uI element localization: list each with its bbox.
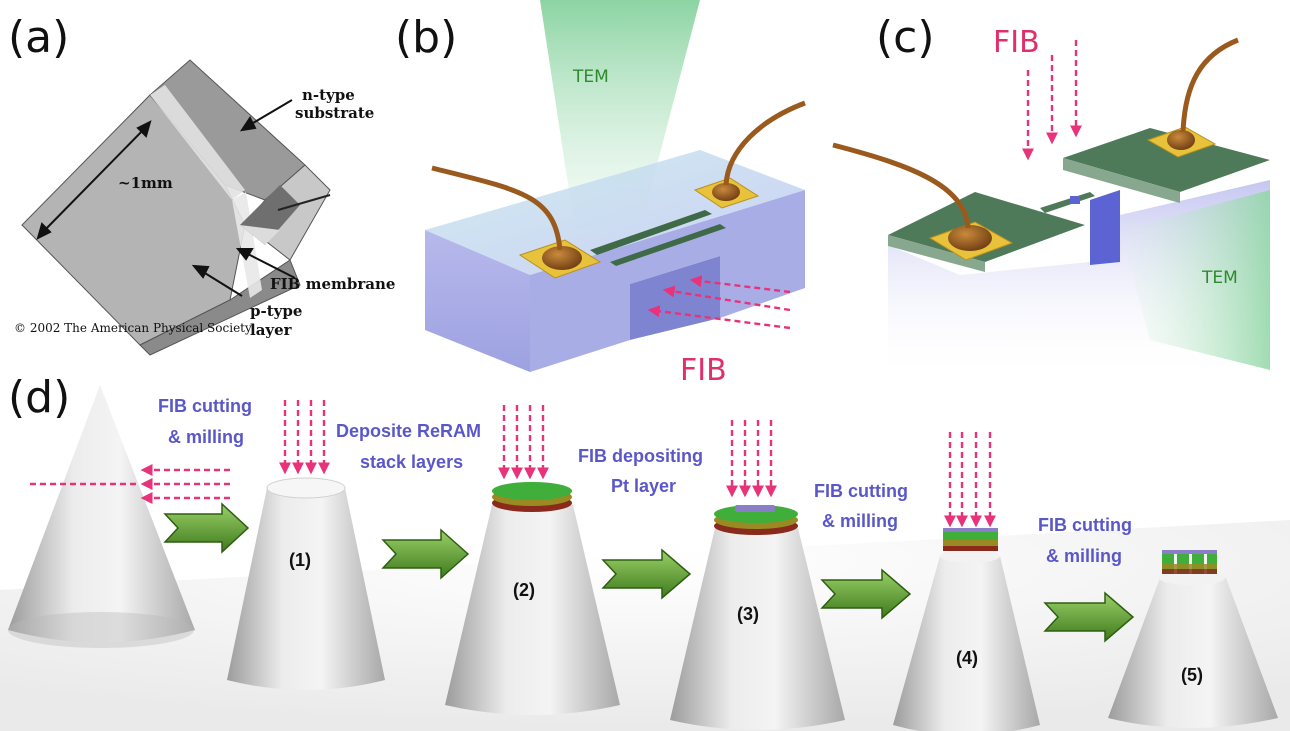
step-2-label-line2: stack layers (360, 452, 463, 472)
wire-left-b (431, 165, 563, 251)
panel-b-label: (b) (395, 12, 457, 63)
fib-arrows-initial (30, 464, 230, 504)
fib-arrows-cone-4 (944, 432, 996, 528)
cone-3 (670, 505, 845, 730)
tem-beam-c (1120, 190, 1270, 370)
process-arrow-1 (163, 502, 250, 554)
step-2-label-line1: Deposite ReRAM (336, 421, 481, 441)
step-5-label-line2: & milling (1046, 546, 1122, 566)
panel-a: (a) (8, 12, 395, 356)
fib-label-c: FIB (993, 25, 1040, 60)
n-type-label-line2: substrate (295, 104, 374, 122)
step-3-label-line2: Pt layer (611, 476, 676, 496)
fib-arrows-b (647, 275, 791, 330)
contact-pad-left-c (928, 221, 1014, 261)
cone-3-number: (3) (737, 604, 759, 624)
cone-4-number: (4) (956, 648, 978, 668)
copyright-text: © 2002 The American Physical Society (14, 321, 252, 335)
size-arrow (36, 120, 152, 240)
n-type-label-line1: n-type (302, 86, 355, 104)
process-arrow-5 (1043, 591, 1135, 643)
step-3-label-line1: FIB depositing (578, 446, 703, 466)
p-type-label-line2: layer (250, 321, 293, 339)
cone-1-number: (1) (289, 550, 311, 570)
step-4-label-line2: & milling (822, 511, 898, 531)
panel-b: (b) TEM FIB (395, 0, 806, 388)
wire-right-b (723, 100, 806, 186)
panel-c: (c) FIB TEM (832, 12, 1270, 380)
cone-4 (893, 528, 1040, 731)
fib-arrows-cone-2 (498, 405, 549, 480)
cone-2-number: (2) (513, 580, 535, 600)
cone-5-number: (5) (1181, 665, 1203, 685)
step-4-label-line1: FIB cutting (814, 481, 908, 501)
panel-c-label: (c) (876, 12, 935, 63)
size-label: ~1mm (118, 174, 173, 192)
fib-arrows-cone-1 (279, 400, 330, 475)
contact-pad-right-c (1146, 126, 1217, 158)
cone-initial (8, 385, 195, 648)
step-1-label-line2: & milling (168, 427, 244, 447)
wire-right-c (1180, 37, 1239, 133)
process-arrow-4 (820, 568, 912, 620)
cone-5 (1108, 550, 1278, 728)
contact-pad-right-b (693, 177, 760, 209)
fib-arrows-cone-3 (726, 420, 777, 498)
process-arrow-2 (381, 528, 470, 580)
contact-pad-left-b (518, 239, 602, 279)
tem-beam (540, 0, 700, 230)
tem-label-c: TEM (1201, 268, 1238, 288)
cone-2 (445, 482, 620, 715)
wire-left-c (832, 142, 971, 229)
process-arrow-3 (601, 548, 692, 600)
panel-d-label: (d) (8, 372, 70, 423)
sample-photo (21, 59, 331, 356)
label-arrows (191, 99, 296, 297)
fib-label-b: FIB (680, 353, 727, 388)
panel-a-label: (a) (8, 12, 69, 63)
p-type-label-line1: p-type (250, 302, 302, 320)
sample-block-b (425, 150, 805, 372)
fib-membrane-label: FIB membrane (270, 275, 395, 293)
cone-1 (227, 477, 385, 690)
panel-d: (d) (0, 372, 1290, 731)
step-5-label-line1: FIB cutting (1038, 515, 1132, 535)
step-1-label-line1: FIB cutting (158, 396, 252, 416)
fib-arrows-c (1022, 40, 1082, 161)
tem-label-b: TEM (572, 67, 609, 87)
